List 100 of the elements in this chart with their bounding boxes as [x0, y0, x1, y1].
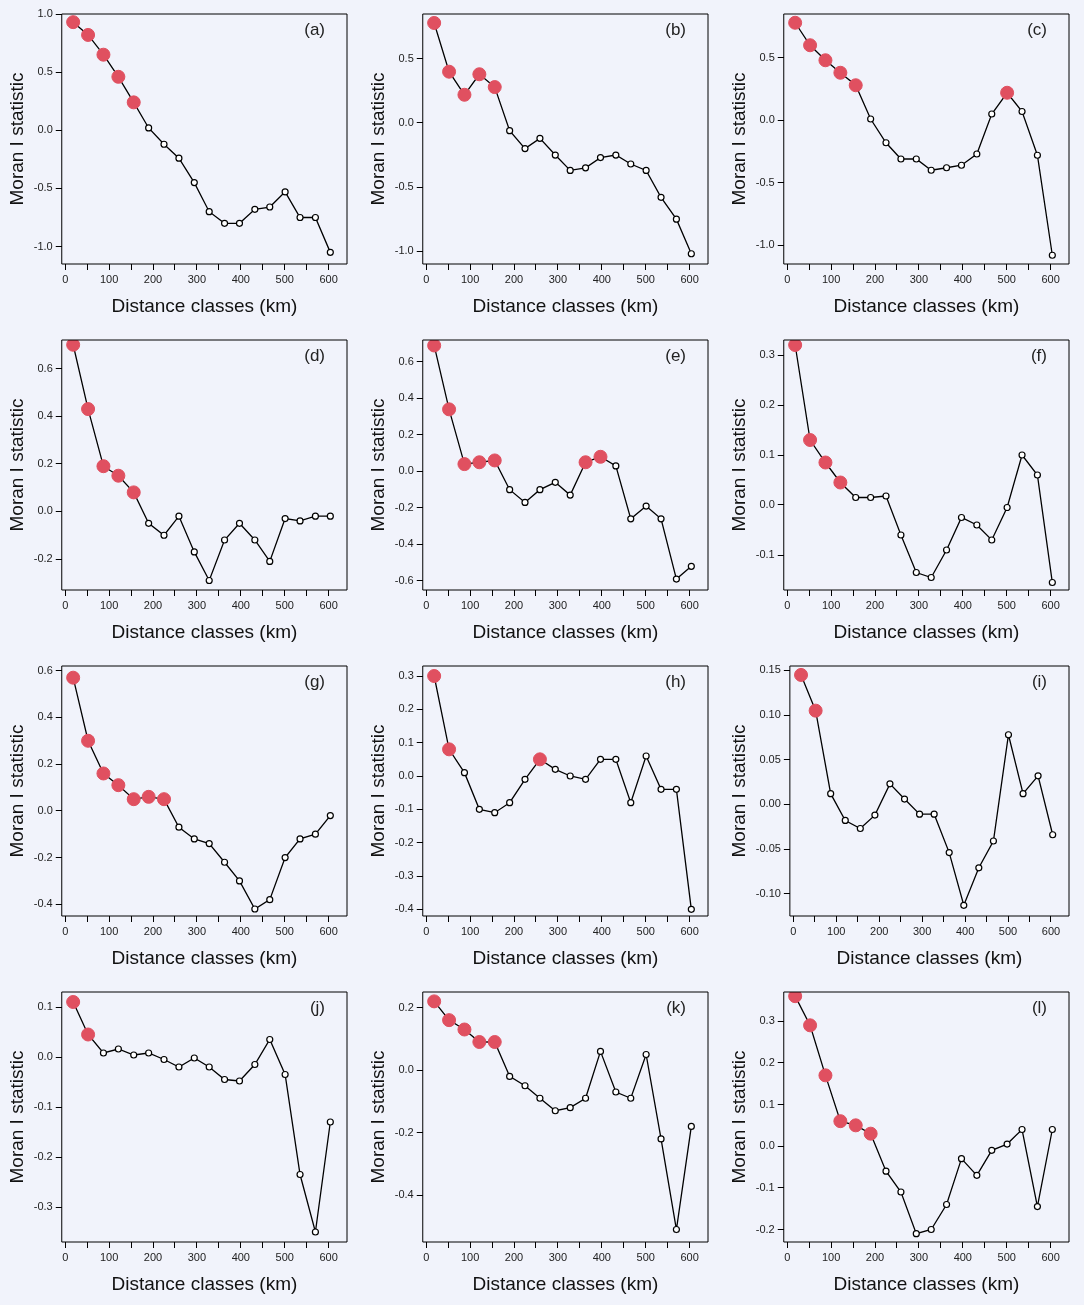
point: [882, 139, 890, 147]
point: [66, 15, 81, 30]
x-tick-label: 400: [231, 1250, 250, 1263]
y-tick-label: 0.6: [398, 354, 414, 367]
point: [536, 134, 544, 142]
point: [882, 492, 890, 500]
point: [945, 849, 953, 857]
y-axis-title: Moran I statistic: [366, 724, 388, 858]
point: [803, 1018, 818, 1033]
point: [175, 512, 183, 520]
y-tick-label: 0.4: [37, 409, 53, 422]
y-tick-label: 0.2: [37, 757, 53, 770]
point: [912, 155, 920, 163]
point: [672, 575, 680, 583]
x-tick-label: 500: [275, 272, 294, 285]
point: [1000, 85, 1015, 100]
y-tick-label: 0.1: [398, 735, 414, 748]
x-tick-label: 100: [821, 272, 841, 285]
point: [126, 485, 141, 500]
y-tick-label: -0.5: [394, 180, 414, 193]
y-tick-label: 0.2: [398, 427, 414, 440]
y-tick-label: -0.5: [33, 181, 53, 194]
point: [220, 536, 229, 544]
x-tick-label: 500: [997, 272, 1016, 285]
annotation: (b): [665, 20, 686, 40]
x-tick-label: 0: [62, 924, 69, 937]
y-axis-title: Moran I statistic: [366, 72, 388, 206]
point: [81, 733, 96, 748]
y-tick-label: -0.4: [33, 897, 53, 910]
point: [900, 795, 909, 803]
point: [687, 905, 695, 913]
x-axis-title: Distance classes (km): [472, 1272, 659, 1294]
point: [506, 799, 514, 807]
point: [1048, 251, 1056, 259]
y-tick-label: 0.5: [398, 51, 414, 64]
y-tick-label: -0.4: [394, 537, 414, 550]
y-tick-label: 0.10: [759, 708, 781, 721]
point: [66, 340, 81, 352]
x-tick-label: 200: [504, 1250, 524, 1263]
y-tick-label: 0.15: [759, 663, 781, 676]
point: [175, 154, 183, 162]
y-axis-title: Moran I statistic: [366, 398, 388, 532]
point: [886, 780, 894, 788]
point: [1018, 451, 1026, 459]
point: [973, 150, 981, 158]
point: [281, 1070, 289, 1079]
point: [96, 459, 111, 474]
point: [427, 340, 442, 353]
point: [266, 896, 274, 904]
point: [788, 992, 803, 1004]
point: [130, 1051, 138, 1059]
point: [927, 573, 935, 582]
x-tick-label: 400: [231, 924, 250, 937]
x-tick-label: 600: [1041, 1250, 1060, 1263]
x-tick-label: 0: [784, 1250, 791, 1263]
point: [220, 1075, 229, 1084]
point: [627, 1094, 635, 1102]
point: [251, 536, 259, 544]
point: [794, 667, 809, 682]
point: [251, 905, 259, 913]
annotation: (i): [1031, 672, 1047, 692]
y-tick-label: 0.0: [398, 1063, 414, 1076]
point: [551, 151, 559, 159]
x-tick-label: 0: [423, 1250, 430, 1263]
point: [126, 95, 141, 110]
point: [311, 1228, 319, 1236]
x-tick-label: 0: [423, 924, 430, 937]
point: [145, 519, 153, 527]
point: [66, 995, 81, 1009]
point: [457, 87, 472, 102]
point: [863, 1126, 878, 1141]
annotation: (g): [304, 672, 325, 692]
y-tick-label: -0.2: [394, 1125, 414, 1138]
y-tick-label: 0.1: [37, 1000, 53, 1013]
point: [551, 1107, 559, 1115]
point: [942, 164, 951, 172]
point: [973, 521, 981, 529]
point: [427, 994, 442, 1009]
point: [988, 110, 996, 118]
point: [145, 1049, 153, 1057]
y-axis-title: Moran I statistic: [5, 72, 27, 206]
point: [642, 502, 650, 510]
y-tick-label: -0.1: [33, 1100, 53, 1113]
annotation: (k): [666, 998, 686, 1018]
x-tick-label: 500: [997, 598, 1016, 611]
y-tick-label: 0.4: [398, 391, 414, 404]
y-tick-label: 0.0: [398, 116, 414, 129]
point: [235, 1077, 244, 1085]
x-tick-label: 200: [143, 598, 163, 611]
x-tick-label: 0: [784, 598, 791, 611]
point: [657, 193, 665, 201]
x-tick-label: 100: [99, 1250, 119, 1263]
point: [988, 536, 996, 544]
x-axis-title: Distance classes (km): [836, 946, 1023, 968]
x-tick-label: 400: [953, 1250, 972, 1263]
point: [326, 1118, 334, 1126]
point: [521, 498, 529, 507]
y-tick-label: -0.4: [394, 1188, 414, 1201]
y-tick-label: 0.05: [759, 752, 781, 765]
x-tick-label: 200: [504, 924, 524, 937]
